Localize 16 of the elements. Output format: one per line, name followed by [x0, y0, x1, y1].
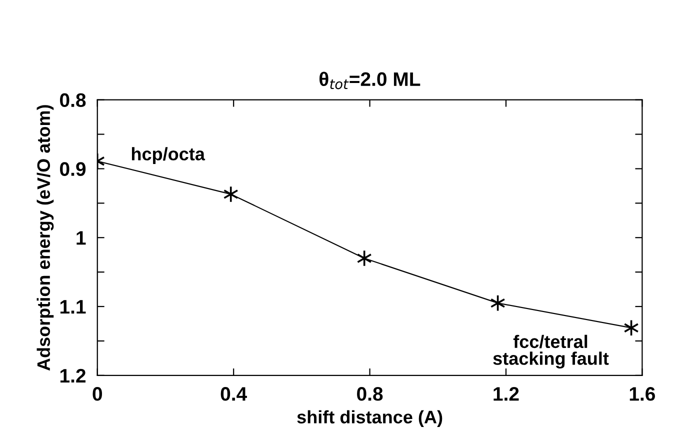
annotation: fcc/tetral stacking fault: [493, 334, 609, 369]
y-tick-label: 1.1: [60, 300, 86, 314]
x-tick-label: 1.6: [630, 387, 655, 401]
x-tick-label: 0.8: [357, 387, 383, 401]
chart-title: θ$_{tot}$=2.0 ML: [320, 72, 420, 90]
annotation: hcp/octa: [132, 147, 206, 164]
y-tick-label: 1.2: [60, 368, 86, 382]
x-tick-label: 0.4: [220, 387, 247, 401]
x-axis-title: shift distance (A): [297, 410, 442, 428]
x-tick-label: 1.2: [494, 387, 519, 401]
y-axis-title: Adsorption energy (eV/O atom): [36, 105, 54, 371]
x-tick-label: 0: [92, 387, 102, 401]
y-tick-label: 0.8: [60, 93, 86, 108]
y-tick-label: 1: [76, 231, 86, 245]
y-tick-label: 0.9: [60, 162, 86, 176]
point: [223, 186, 238, 203]
